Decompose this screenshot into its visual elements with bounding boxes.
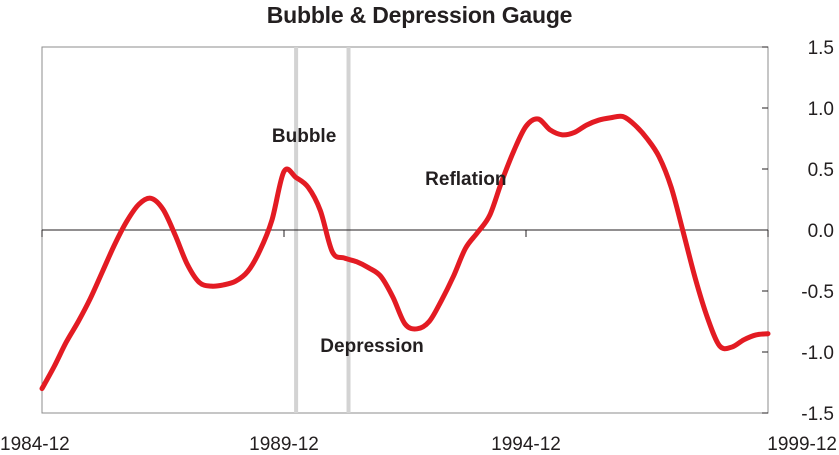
series-line-0 — [39, 113, 771, 392]
x-tick-label: 1989-12 — [249, 434, 319, 455]
annotations: Bubble Reflation Depression — [272, 126, 507, 357]
y-tick-label: 0.5 — [808, 160, 834, 181]
y-tick-label: -1.5 — [801, 404, 834, 425]
series-line-layer — [39, 113, 771, 392]
x-axis-ticks: 1984-12 1989-12 1994-12 1999-12 — [0, 230, 837, 455]
x-tick-label: 1984-12 — [0, 434, 70, 455]
chart-title: Bubble & Depression Gauge — [266, 2, 573, 28]
annotation-reflation: Reflation — [425, 169, 506, 190]
y-axis-ticks: 1.5 1.0 0.5 0.0 -0.5 -1.0 -1.5 — [762, 38, 834, 425]
y-tick-label: -1.0 — [801, 343, 834, 364]
annotation-depression: Depression — [320, 336, 423, 357]
y-tick-label: 0.0 — [808, 221, 834, 242]
y-tick-label: -0.5 — [801, 282, 834, 303]
y-tick-label: 1.5 — [808, 38, 834, 59]
y-tick-label: 1.0 — [808, 99, 834, 120]
x-tick-label: 1999-12 — [767, 434, 837, 455]
x-tick-label: 1994-12 — [491, 434, 561, 455]
annotation-bubble: Bubble — [272, 126, 336, 147]
